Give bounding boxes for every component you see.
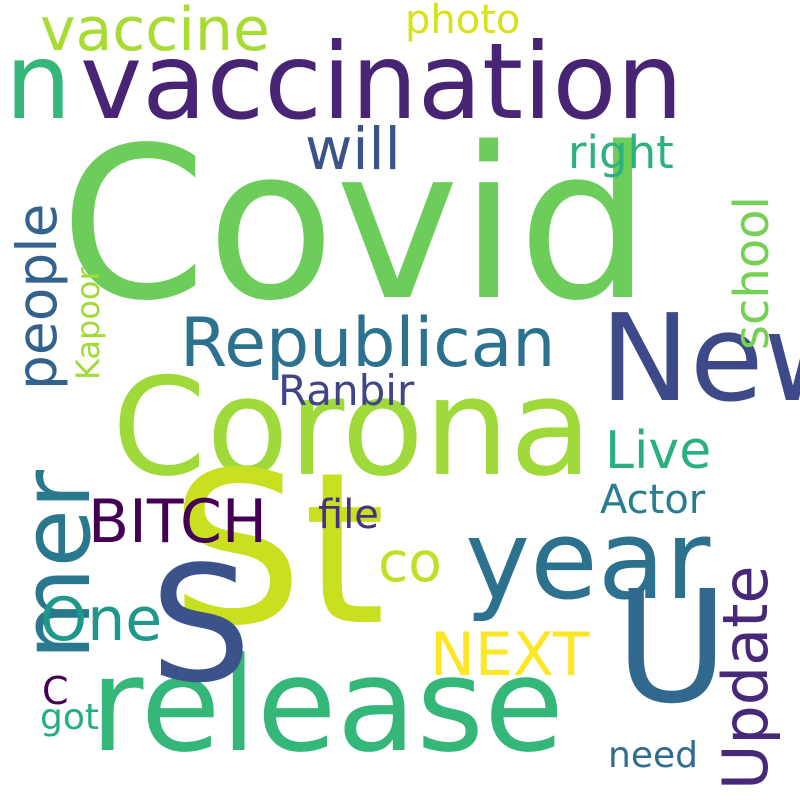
word-vaccine: vaccine — [40, 0, 270, 65]
word-n: n — [5, 21, 72, 143]
word-got: got — [40, 697, 99, 738]
word-u: U — [615, 557, 729, 738]
word-actor: Actor — [600, 477, 706, 523]
word-kapoor: Kapoor — [69, 267, 107, 380]
word-year: year — [465, 496, 711, 624]
word-ranbir: Ranbir — [278, 366, 415, 415]
word-next: NEXT — [430, 620, 590, 690]
word-vaccination: vaccination — [80, 21, 684, 143]
word-c: C — [42, 669, 69, 713]
word-live: Live — [605, 421, 712, 481]
word-right: right — [568, 126, 674, 179]
word-covid: Covid — [60, 102, 652, 347]
word-people: people — [5, 203, 69, 390]
word-file: file — [318, 492, 379, 538]
word-school: school — [724, 196, 780, 350]
word-one: One — [40, 585, 163, 655]
word-photo: photo — [405, 0, 521, 43]
word-need: need — [608, 735, 698, 776]
word-st: St — [170, 427, 386, 672]
word-republican: Republican — [180, 304, 556, 383]
word-will: will — [305, 115, 401, 183]
word-new: New — [600, 290, 800, 429]
word-s: S — [150, 531, 252, 718]
word-bitch: BITCH — [88, 487, 268, 557]
word-release: release — [90, 629, 565, 781]
word-update: Update — [709, 565, 782, 790]
word-co: co — [378, 530, 442, 594]
word-corona: Corona — [112, 349, 593, 506]
